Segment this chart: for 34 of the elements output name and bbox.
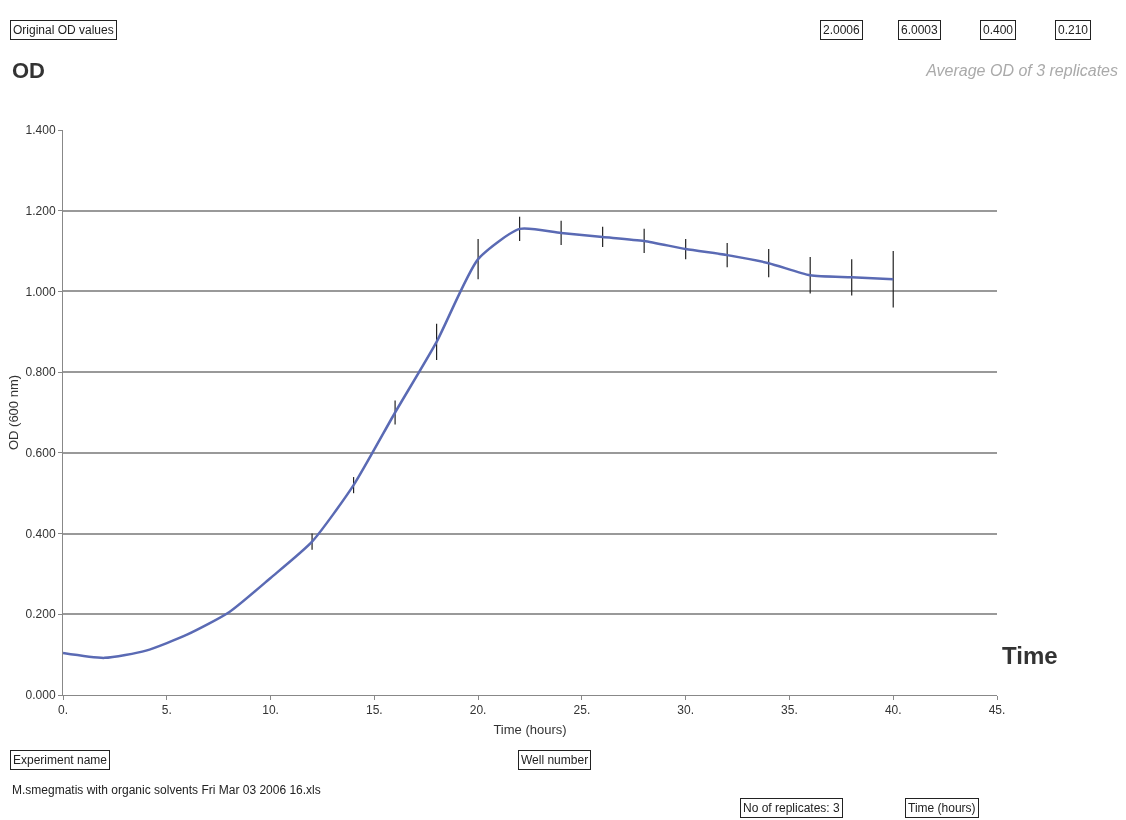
text: 0.210	[1058, 23, 1089, 37]
y-tick-label: 0.400	[25, 526, 56, 541]
x-tick-label: 25.	[573, 703, 591, 718]
text: Well number	[521, 753, 589, 767]
text: Time (hours)	[908, 801, 976, 815]
text: 6.0003	[901, 23, 939, 37]
text: Time	[1002, 642, 1058, 669]
x-tick-label: 30.	[677, 703, 695, 718]
x-tick-label: 40.	[884, 703, 902, 718]
text: Experiment name	[13, 753, 108, 767]
y-tick-label: 0.600	[25, 446, 56, 461]
x-tick-label: 15.	[365, 703, 383, 718]
text: M.smegmatis with organic solvents Fri Mar 03 2006 16.xls	[12, 783, 321, 797]
x-tick-label: 10.	[262, 703, 279, 718]
line-series	[63, 227, 895, 660]
x-axis-title: Time (hours)	[493, 722, 567, 737]
text: Original OD values	[13, 23, 114, 37]
text: OD	[12, 58, 45, 83]
x-tick-label: 5.	[161, 703, 172, 718]
y-tick-label: 1.200	[25, 203, 56, 218]
x-tick-label: 35.	[781, 703, 798, 718]
x-tick-label: 45.	[988, 703, 1006, 718]
y-tick-label: 1.400	[25, 123, 56, 138]
x-tick-label: 0.	[57, 703, 69, 718]
y-tick-label: 0.800	[25, 365, 56, 380]
text: 2.0006	[823, 23, 861, 37]
y-tick-label: 1.000	[25, 284, 56, 299]
y-tick-label: 0.200	[25, 607, 56, 622]
text: No of replicates: 3	[743, 801, 841, 815]
y-axis-title: OD (600 nm)	[5, 374, 21, 451]
x-tick-label: 20.	[469, 703, 487, 718]
chart-title: Average OD of 3 replicates	[925, 61, 1118, 79]
y-tick-label: 0.000	[25, 688, 56, 703]
text: 0.400	[983, 23, 1014, 37]
